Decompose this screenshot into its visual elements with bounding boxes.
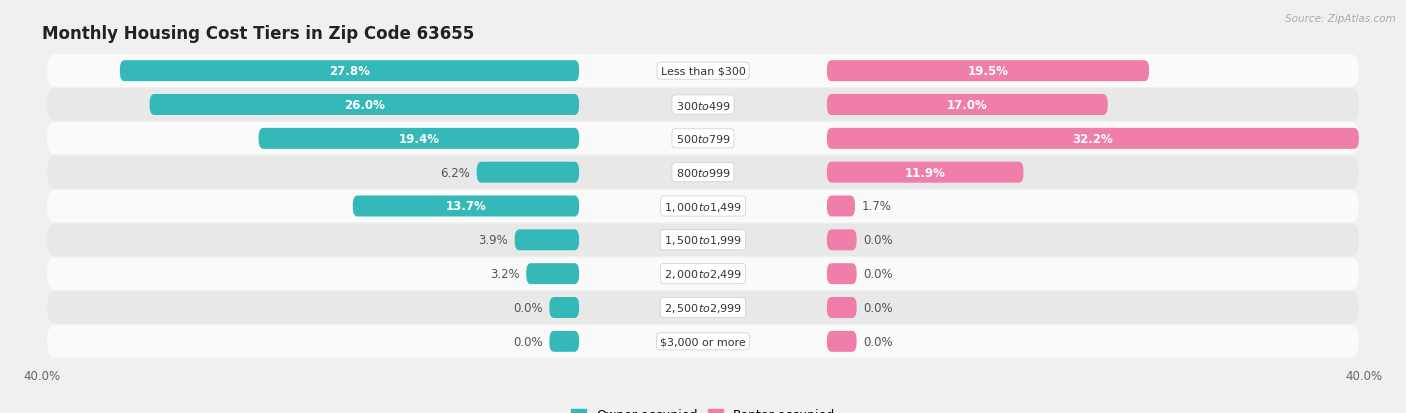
Text: 19.4%: 19.4%: [398, 133, 439, 145]
Text: $300 to $499: $300 to $499: [675, 99, 731, 111]
Text: 0.0%: 0.0%: [863, 301, 893, 314]
Text: 1.7%: 1.7%: [862, 200, 891, 213]
FancyBboxPatch shape: [827, 297, 856, 318]
FancyBboxPatch shape: [48, 190, 1358, 223]
Text: 32.2%: 32.2%: [1073, 133, 1114, 145]
Text: 0.0%: 0.0%: [513, 335, 543, 348]
FancyBboxPatch shape: [827, 95, 1108, 116]
Text: 26.0%: 26.0%: [344, 99, 385, 112]
FancyBboxPatch shape: [120, 61, 579, 82]
FancyBboxPatch shape: [827, 196, 855, 217]
FancyBboxPatch shape: [477, 162, 579, 183]
FancyBboxPatch shape: [149, 95, 579, 116]
Text: 17.0%: 17.0%: [948, 99, 987, 112]
FancyBboxPatch shape: [550, 331, 579, 352]
FancyBboxPatch shape: [827, 162, 1024, 183]
Text: Less than $300: Less than $300: [661, 66, 745, 76]
FancyBboxPatch shape: [827, 61, 1149, 82]
FancyBboxPatch shape: [48, 157, 1358, 189]
Text: 11.9%: 11.9%: [905, 166, 946, 179]
Text: 3.2%: 3.2%: [489, 268, 520, 280]
Text: $800 to $999: $800 to $999: [675, 167, 731, 179]
Text: $3,000 or more: $3,000 or more: [661, 337, 745, 347]
FancyBboxPatch shape: [526, 263, 579, 285]
FancyBboxPatch shape: [48, 123, 1358, 155]
FancyBboxPatch shape: [827, 128, 1358, 150]
FancyBboxPatch shape: [550, 297, 579, 318]
FancyBboxPatch shape: [48, 89, 1358, 121]
Text: 13.7%: 13.7%: [446, 200, 486, 213]
Text: 3.9%: 3.9%: [478, 234, 508, 247]
FancyBboxPatch shape: [48, 258, 1358, 290]
Text: 0.0%: 0.0%: [863, 234, 893, 247]
FancyBboxPatch shape: [827, 331, 856, 352]
Text: 0.0%: 0.0%: [513, 301, 543, 314]
Text: Source: ZipAtlas.com: Source: ZipAtlas.com: [1285, 14, 1396, 24]
FancyBboxPatch shape: [48, 292, 1358, 324]
Legend: Owner-occupied, Renter-occupied: Owner-occupied, Renter-occupied: [567, 404, 839, 413]
FancyBboxPatch shape: [48, 325, 1358, 358]
FancyBboxPatch shape: [827, 230, 856, 251]
Text: 0.0%: 0.0%: [863, 268, 893, 280]
Text: 0.0%: 0.0%: [863, 335, 893, 348]
Text: $1,000 to $1,499: $1,000 to $1,499: [664, 200, 742, 213]
Text: 6.2%: 6.2%: [440, 166, 470, 179]
FancyBboxPatch shape: [827, 263, 856, 285]
FancyBboxPatch shape: [48, 224, 1358, 256]
Text: 19.5%: 19.5%: [967, 65, 1008, 78]
Text: $1,500 to $1,999: $1,500 to $1,999: [664, 234, 742, 247]
FancyBboxPatch shape: [515, 230, 579, 251]
Text: $500 to $799: $500 to $799: [675, 133, 731, 145]
FancyBboxPatch shape: [259, 128, 579, 150]
Text: 27.8%: 27.8%: [329, 65, 370, 78]
FancyBboxPatch shape: [48, 55, 1358, 88]
FancyBboxPatch shape: [353, 196, 579, 217]
Text: $2,000 to $2,499: $2,000 to $2,499: [664, 268, 742, 280]
Text: Monthly Housing Cost Tiers in Zip Code 63655: Monthly Housing Cost Tiers in Zip Code 6…: [42, 24, 474, 43]
Text: $2,500 to $2,999: $2,500 to $2,999: [664, 301, 742, 314]
